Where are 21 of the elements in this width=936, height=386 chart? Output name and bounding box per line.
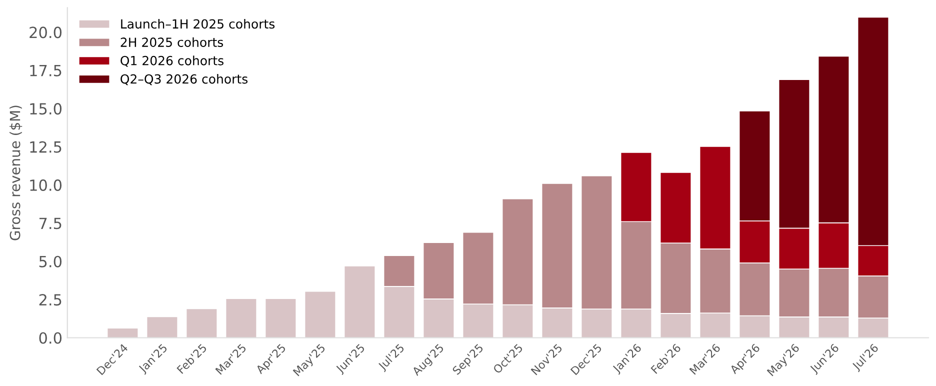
y-tick-label: 12.5 [30,141,62,153]
y-tick-label: 17.5 [30,65,62,76]
y-tick-label: 10.0 [30,179,62,191]
legend-label: 2H 2025 cohorts [120,37,224,47]
y-tick-label: 20.0 [30,26,62,38]
y-tick-label: 5.0 [39,256,62,268]
y-tick-label: 0.0 [39,332,62,344]
legend-label: Q1 2026 cohorts [120,56,224,67]
bar [186,308,218,338]
y-axis-title: Gross revenue ($M) [10,106,22,240]
bar [304,290,336,338]
legend-label: Launch–1H 2025 cohorts [121,18,275,29]
legend-label: Q2–Q3 2026 cohorts [120,74,248,86]
y-tick-label: 15.0 [30,103,62,115]
bar [146,316,178,338]
y-tick-label: 7.5 [39,218,62,230]
bar [106,328,139,338]
y-tick-label: 2.5 [39,294,62,306]
bar [225,298,258,338]
bar [264,298,297,338]
bar [344,266,376,338]
